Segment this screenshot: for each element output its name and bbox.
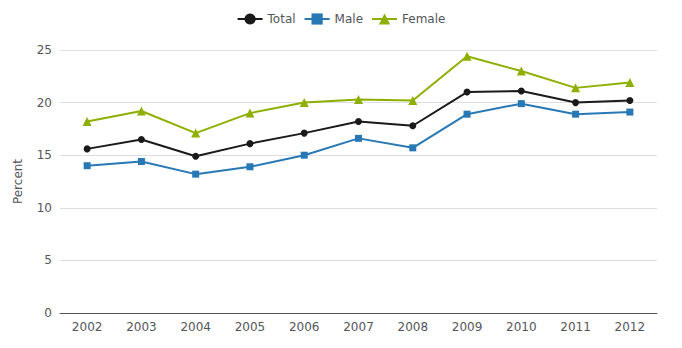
svg-text:0: 0 <box>44 306 52 320</box>
svg-text:Female: Female <box>402 12 445 26</box>
svg-text:2010: 2010 <box>506 320 537 334</box>
svg-text:2009: 2009 <box>452 320 483 334</box>
svg-text:Male: Male <box>335 12 363 26</box>
svg-text:10: 10 <box>37 201 52 215</box>
svg-text:25: 25 <box>37 43 52 57</box>
svg-text:Total: Total <box>267 12 296 26</box>
svg-text:15: 15 <box>37 148 52 162</box>
svg-text:20: 20 <box>37 96 52 110</box>
svg-text:Percent: Percent <box>11 159 25 204</box>
svg-text:2005: 2005 <box>235 320 266 334</box>
svg-text:2002: 2002 <box>72 320 103 334</box>
svg-text:5: 5 <box>44 253 52 267</box>
svg-text:2004: 2004 <box>180 320 211 334</box>
svg-text:2012: 2012 <box>615 320 646 334</box>
svg-text:2003: 2003 <box>126 320 157 334</box>
svg-text:2011: 2011 <box>560 320 591 334</box>
svg-text:2006: 2006 <box>289 320 320 334</box>
svg-text:2008: 2008 <box>397 320 428 334</box>
svg-text:2007: 2007 <box>343 320 374 334</box>
